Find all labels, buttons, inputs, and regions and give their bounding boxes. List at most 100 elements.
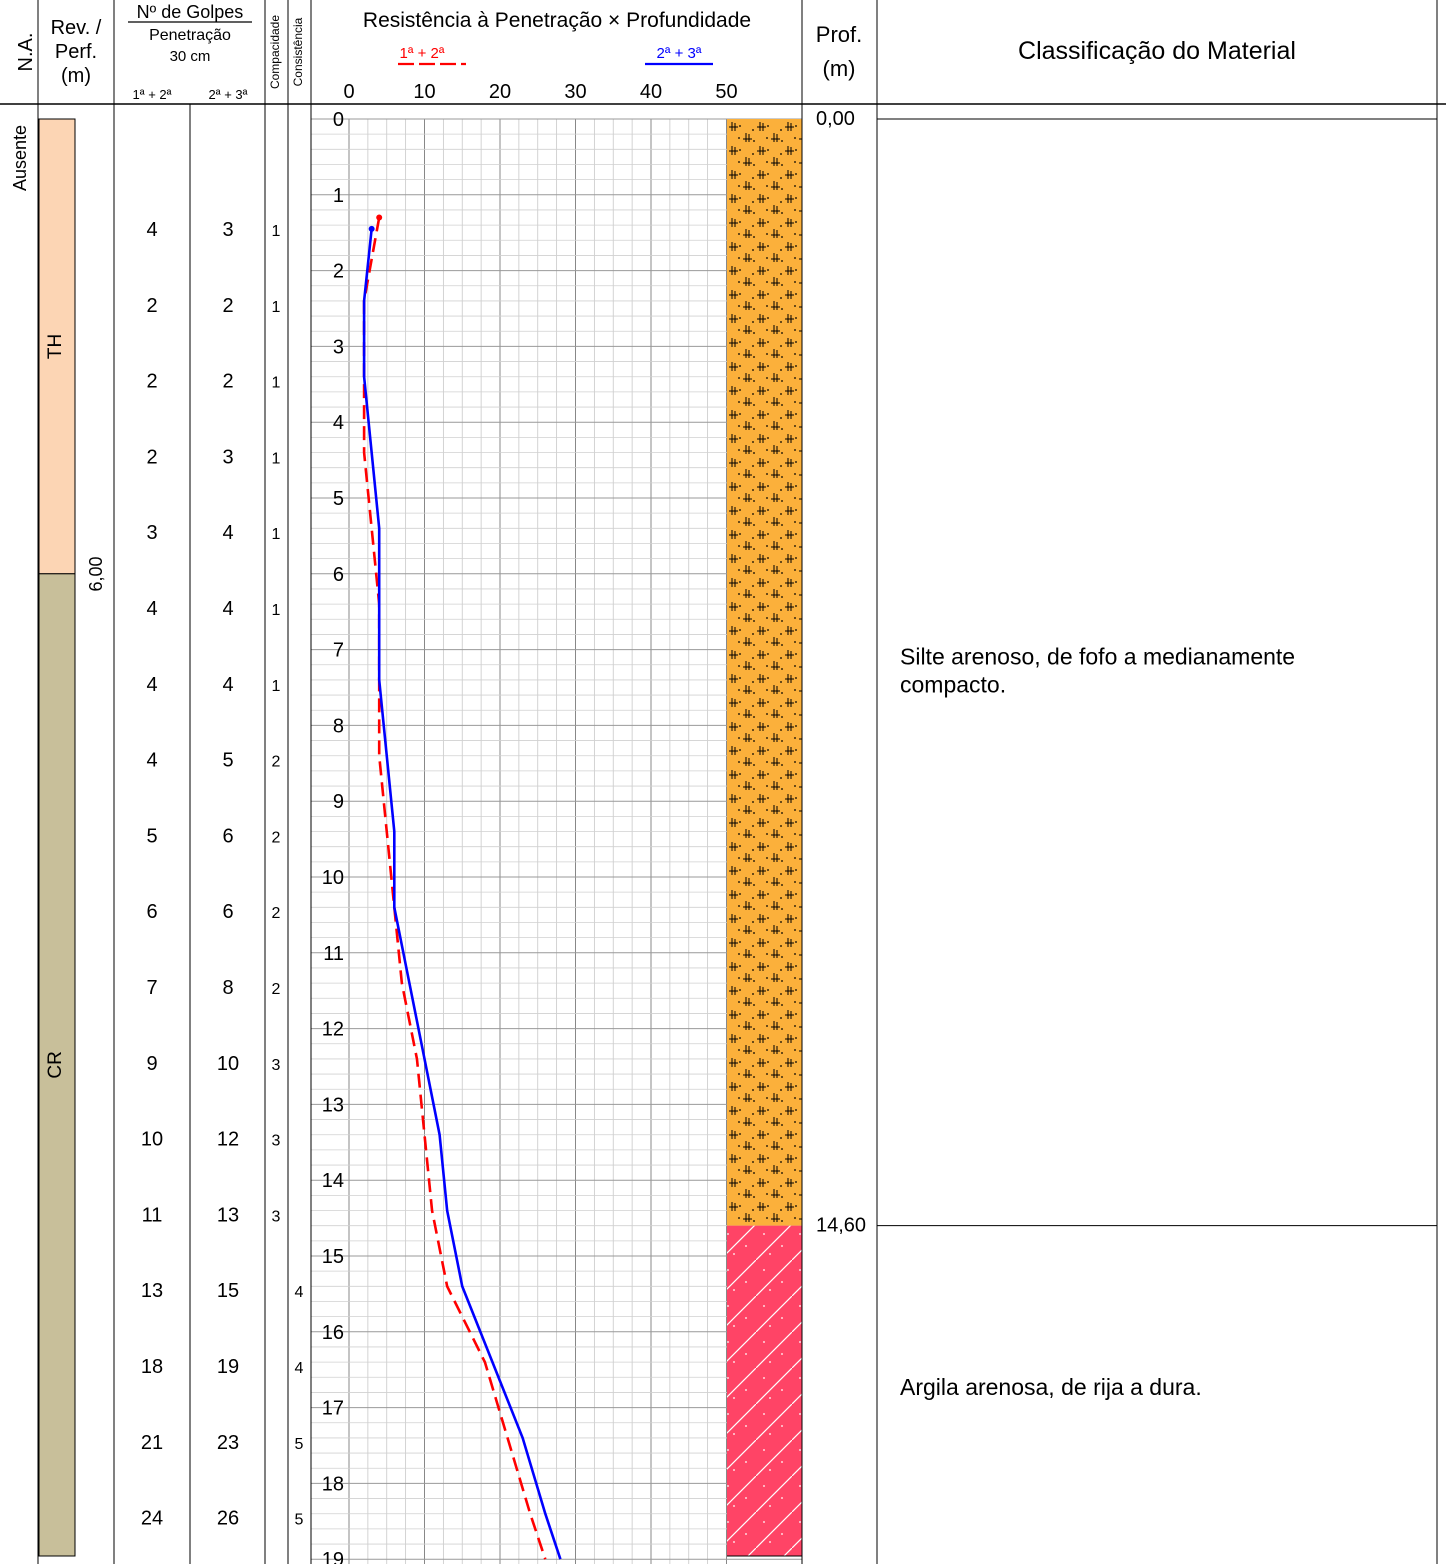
reading-golpes-23: 3 [222, 446, 233, 468]
reading-compacidade: 1 [272, 450, 281, 467]
reading-compacidade: 2 [272, 981, 281, 998]
y-tick-label: 14 [322, 1170, 344, 1192]
stratum-label: CR [45, 1051, 66, 1078]
reading-golpes-23: 6 [222, 901, 233, 923]
reading-consistencia: 5 [295, 1512, 304, 1529]
golpes-col2-header: 2ª + 3ª [209, 87, 248, 102]
reading-golpes-23: 10 [217, 1053, 239, 1075]
stratum-block [38, 573, 76, 1557]
reading-golpes-12: 2 [146, 295, 157, 317]
y-tick-label: 16 [322, 1322, 344, 1344]
reading-golpes-12: 6 [146, 901, 157, 923]
y-tick-label: 5 [333, 488, 344, 510]
reading-consistencia: 5 [295, 1436, 304, 1453]
y-tick-label: 17 [322, 1398, 344, 1420]
classificacao-header: Classificação do Material [1018, 37, 1296, 65]
series-start-point [376, 214, 383, 221]
y-tick-label: 3 [333, 336, 344, 358]
stratum-block [38, 118, 76, 575]
reading-golpes-23: 26 [217, 1508, 239, 1530]
reading-compacidade: 1 [272, 602, 281, 619]
rev-header-line3: (m) [61, 65, 91, 87]
y-tick-label: 2 [333, 261, 344, 283]
material-layers: 0,00 Silte arenoso, de fofo a medianament… [727, 108, 1437, 1557]
reading-golpes-23: 12 [217, 1129, 239, 1151]
reading-compacidade: 1 [272, 299, 281, 316]
y-tick-label: 13 [322, 1094, 344, 1116]
reading-golpes-12: 11 [142, 1204, 163, 1226]
reading-compacidade: 1 [272, 526, 281, 543]
reading-golpes-12: 4 [146, 750, 157, 772]
reading-golpes-23: 5 [222, 750, 233, 772]
chart-axis-ticks: 0 10 20 30 40 5001234567891011121314151617181… [322, 81, 738, 1564]
reading-consistencia: 4 [295, 1284, 304, 1301]
x-tick-label: 30 [564, 81, 586, 103]
reading-compacidade: 3 [272, 1133, 281, 1150]
reading-golpes-12: 5 [146, 825, 157, 847]
reading-golpes-12: 13 [141, 1280, 163, 1302]
y-tick-label: 8 [333, 715, 344, 737]
golpes-col1-header: 1ª + 2ª [133, 87, 172, 102]
consistencia-header: Consistência [291, 17, 305, 86]
reading-golpes-12: 4 [146, 219, 157, 241]
chart-title: Resistência à Penetração × Profundidade [363, 9, 751, 32]
reading-golpes-23: 4 [222, 598, 233, 620]
x-tick-label: 40 [640, 81, 662, 103]
stratum-label: TH [45, 334, 66, 359]
column-dividers [37, 0, 1438, 1564]
legend-blue-label: 2ª + 3ª [657, 45, 702, 62]
reading-golpes-12: 10 [141, 1129, 163, 1151]
layer-description-line2: compacto. [900, 671, 1006, 697]
reading-compacidade: 1 [272, 678, 281, 695]
na-header: N.A. [15, 33, 37, 72]
reading-golpes-12: 9 [146, 1053, 157, 1075]
reading-compacidade: 3 [272, 1057, 281, 1074]
y-tick-label: 1 [333, 185, 344, 207]
golpes-30cm: 30 cm [170, 48, 211, 65]
series-line-23 [362, 228, 562, 1560]
strata-column: TH CR [38, 118, 76, 1557]
y-tick-label: 9 [333, 791, 344, 813]
compacidade-header: Compacidade [268, 15, 282, 89]
revestimento-depth: 6,00 [86, 556, 106, 591]
reading-golpes-12: 4 [146, 674, 157, 696]
reading-golpes-12: 2 [146, 446, 157, 468]
y-tick-label: 19 [322, 1549, 344, 1564]
reading-golpes-23: 19 [217, 1356, 239, 1378]
reading-golpes-23: 3 [222, 219, 233, 241]
y-tick-label: 6 [333, 564, 344, 586]
golpes-penetracao: Penetração [149, 27, 231, 44]
reading-golpes-23: 13 [217, 1204, 239, 1226]
na-value: Ausente [10, 125, 30, 191]
prof-header-line2: (m) [823, 56, 856, 81]
reading-golpes-23: 2 [222, 295, 233, 317]
series-line-12 [362, 217, 547, 1560]
material-pattern [727, 119, 802, 1226]
y-tick-label: 10 [322, 867, 344, 889]
reading-golpes-12: 21 [141, 1432, 163, 1454]
golpes-title: Nº de Golpes [137, 2, 244, 22]
layer-description-line1: Silte arenoso, de fofo a medianamente [900, 643, 1295, 669]
header: N.A. Rev. / Perf. (m) Nº de Golpes Penet… [0, 2, 1446, 105]
y-tick-label: 7 [333, 640, 344, 662]
legend-red-label: 1ª + 2ª [400, 45, 445, 62]
reading-golpes-12: 7 [146, 977, 157, 999]
reading-golpes-12: 18 [141, 1356, 163, 1378]
rev-header-line2: Perf. [55, 41, 97, 63]
x-tick-label: 0 [343, 81, 354, 103]
x-tick-label: 10 [413, 81, 435, 103]
reading-golpes-23: 6 [222, 825, 233, 847]
y-tick-label: 11 [323, 943, 344, 965]
reading-compacidade: 2 [272, 754, 281, 771]
reading-golpes-23: 2 [222, 371, 233, 393]
material-pattern [727, 1225, 802, 1556]
y-tick-label: 15 [322, 1246, 344, 1268]
y-tick-label: 18 [322, 1473, 344, 1495]
rev-header-line1: Rev. / [51, 17, 102, 39]
reading-compacidade: 1 [272, 223, 281, 240]
reading-compacidade: 3 [272, 1208, 281, 1225]
chart-series [362, 214, 562, 1560]
reading-golpes-12: 4 [146, 598, 157, 620]
